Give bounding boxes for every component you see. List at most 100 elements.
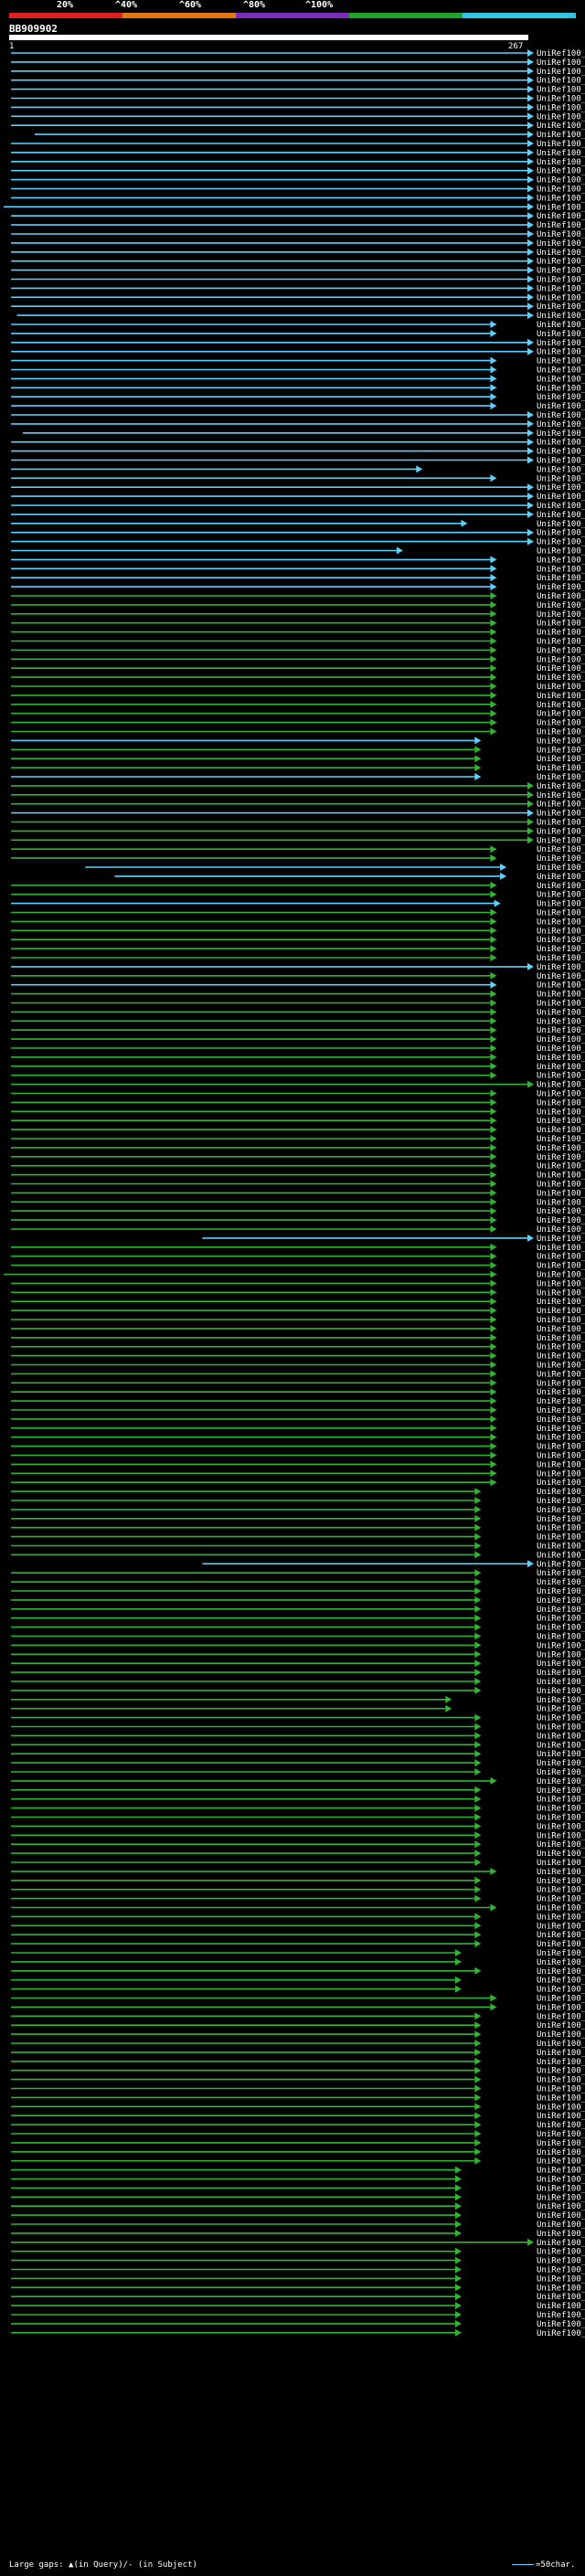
hit-label[interactable]: UniRef100_B7E5F1	[537, 827, 585, 836]
hit-label[interactable]: UniRef100_UP1000...	[537, 1913, 585, 1922]
hit-label[interactable]: UniRef100_UP1000...	[537, 1443, 585, 1452]
hit-label[interactable]: UniRef100_Q2G0D9	[537, 2012, 585, 2021]
hit-label[interactable]: UniRef100_A7QVV7	[537, 1098, 585, 1108]
hit-label[interactable]: UniRef100_C7LE60	[537, 1895, 585, 1904]
hit-label[interactable]: UniRef100_Q9C6P5	[537, 1171, 585, 1181]
hit-label[interactable]: UniRef100_B9IJB4	[537, 927, 585, 936]
hit-label[interactable]: UniRef100_C6TJ46	[537, 710, 585, 719]
hit-label[interactable]: UniRef100_A9AXV4	[537, 2221, 585, 2230]
hit-label[interactable]: UniRef100_B3Q842	[537, 2293, 585, 2302]
hit-label[interactable]: UniRef100_P4Q0A0	[537, 773, 585, 782]
hit-label[interactable]: UniRef100_A4BZP1	[537, 1723, 585, 1733]
hit-label[interactable]: UniRef100_A2WT25	[537, 836, 585, 845]
hit-label[interactable]: UniRef100_Q1YE18	[537, 1379, 585, 1388]
hit-label[interactable]: UniRef100_B9Z0B2	[537, 1759, 585, 1768]
hit-label[interactable]: UniRef100_UP1000...	[537, 1108, 585, 1117]
hit-label[interactable]: UniRef100_A7HD00	[537, 1859, 585, 1868]
hit-label[interactable]: UniRef100_Q5JG27	[537, 411, 585, 420]
hit-label[interactable]: UniRef100_Q2V377	[537, 158, 585, 167]
hit-label[interactable]: UniRef100_UP1000...	[537, 1696, 585, 1705]
hit-label[interactable]: UniRef100_C0Z9B8	[537, 1244, 585, 1253]
hit-label[interactable]: UniRef100_B9RJW4	[537, 1144, 585, 1153]
hit-label[interactable]: UniRef100_Q74RF5	[537, 1732, 585, 1741]
hit-label[interactable]: UniRef100_B9S8C8	[537, 1063, 585, 1072]
hit-label[interactable]: UniRef100_A4RS13	[537, 2184, 585, 2193]
hit-label[interactable]: UniRef100_A6N2H0	[537, 972, 585, 981]
hit-label[interactable]: UniRef100_P46281	[537, 239, 585, 249]
hit-label[interactable]: UniRef100_C6T154	[537, 465, 585, 474]
hit-label[interactable]: UniRef100_Q2RW87	[537, 1515, 585, 1524]
hit-label[interactable]: UniRef100_C4KRQ0	[537, 2320, 585, 2329]
hit-label[interactable]: UniRef100_Q2QXG2	[537, 230, 585, 239]
hit-label[interactable]: UniRef100_Q6L508	[537, 854, 585, 864]
hit-label[interactable]: UniRef100_Q84Y76	[537, 673, 585, 683]
hit-label[interactable]: UniRef100_A6NNY0	[537, 538, 585, 547]
hit-label[interactable]: UniRef100_B4FNL3	[537, 620, 585, 629]
hit-label[interactable]: UniRef100_C6TLR6	[537, 1560, 585, 1569]
hit-label[interactable]: UniRef100_A4DDJ0	[537, 483, 585, 493]
hit-label[interactable]: UniRef100_UP1000...	[537, 1840, 585, 1850]
hit-label[interactable]: UniRef100_C0HJX4	[537, 782, 585, 791]
hit-label[interactable]: UniRef100_A9IPR4	[537, 1650, 585, 1659]
hit-label[interactable]: UniRef100_Q94CE3	[537, 1054, 585, 1063]
hit-label[interactable]: UniRef100_B1VK36	[537, 457, 585, 466]
hit-label[interactable]: UniRef100_Q6FR10	[537, 2211, 585, 2221]
hit-label[interactable]: UniRef100_Q2M2S3	[537, 2239, 585, 2248]
hit-label[interactable]: UniRef100_Q9MCJ4	[537, 991, 585, 1000]
hit-label[interactable]: UniRef100_A4WK14	[537, 2311, 585, 2320]
hit-label[interactable]: UniRef100_A6SN03	[537, 963, 585, 972]
hit-label[interactable]: UniRef100_A9S2F9	[537, 1198, 585, 1207]
hit-label[interactable]: UniRef100_Q43231	[537, 845, 585, 854]
hit-label[interactable]: UniRef100_C6T1M7	[537, 1271, 585, 1280]
hit-label[interactable]: UniRef100_A9PEN0	[537, 493, 585, 502]
hit-label[interactable]: UniRef100_B9QQW4	[537, 1822, 585, 1831]
hit-label[interactable]: UniRef100_C6B067	[537, 1452, 585, 1461]
hit-label[interactable]: UniRef100_B9IJR3	[537, 917, 585, 927]
hit-label[interactable]: UniRef100_Q9SPQ8	[537, 194, 585, 203]
hit-label[interactable]: UniRef100_B9JY33	[537, 1352, 585, 1362]
hit-label[interactable]: UniRef100_B5ZVC7	[537, 1425, 585, 1434]
hit-label[interactable]: UniRef100_Q2G713	[537, 1705, 585, 1714]
hit-label[interactable]: UniRef100_C6TC08	[537, 357, 585, 366]
hit-label[interactable]: UniRef100_Q6U5B6	[537, 2230, 585, 2239]
hit-label[interactable]: UniRef100_B8LNL1	[537, 529, 585, 538]
hit-label[interactable]: UniRef100_B9IJR2	[537, 909, 585, 918]
hit-label[interactable]: UniRef100_Q2KL20	[537, 1940, 585, 1949]
hit-label[interactable]: UniRef100_A1BQF3	[537, 131, 585, 140]
hit-label[interactable]: UniRef100_C0P441	[537, 764, 585, 773]
hit-label[interactable]: UniRef100_B6SYK2	[537, 610, 585, 620]
hit-label[interactable]: UniRef100_C7IXN6	[537, 981, 585, 991]
hit-label[interactable]: UniRef100_A7PCZ9	[537, 574, 585, 583]
hit-label[interactable]: UniRef100_B5LT00	[537, 2076, 585, 2085]
hit-label[interactable]: UniRef100_Q6ND77	[537, 2274, 585, 2284]
hit-label[interactable]: UniRef100_Q20FI3	[537, 1750, 585, 1759]
hit-label[interactable]: UniRef100_C5VOT0	[537, 2257, 585, 2266]
hit-label[interactable]: UniRef100_B4FJ05	[537, 1035, 585, 1044]
hit-label[interactable]: UniRef100_B4F9E2	[537, 629, 585, 638]
hit-label[interactable]: UniRef100_A6LAJ8	[537, 1542, 585, 1552]
hit-label[interactable]: UniRef100_B4FNC5	[537, 1017, 585, 1026]
hit-label[interactable]: UniRef100_Q5NE20	[537, 348, 585, 357]
hit-label[interactable]: UniRef100_A9S127	[537, 1135, 585, 1144]
hit-label[interactable]: UniRef100_UP1000...	[537, 1388, 585, 1397]
hit-label[interactable]: UniRef100_Q8FYW6	[537, 1850, 585, 1859]
hit-label[interactable]: UniRef100_Q8H183	[537, 284, 585, 293]
hit-label[interactable]: UniRef100_B9HEC3	[537, 891, 585, 900]
hit-label[interactable]: UniRef100_P27141	[537, 330, 585, 339]
hit-label[interactable]: UniRef100_A7NUN0	[537, 1117, 585, 1126]
hit-label[interactable]: UniRef100_B6JH84	[537, 1641, 585, 1650]
hit-label[interactable]: UniRef100_Q6YT19	[537, 1279, 585, 1288]
hit-label[interactable]: UniRef100_Q0UKY8	[537, 819, 585, 828]
hit-label[interactable]: UniRef100_B9JEU5	[537, 1370, 585, 1379]
hit-label[interactable]: UniRef100_A6LMP4	[537, 2094, 585, 2103]
hit-label[interactable]: UniRef100_B9SHA0	[537, 339, 585, 348]
hit-label[interactable]: UniRef100_C6TP39	[537, 321, 585, 330]
hit-label[interactable]: UniRef100_P46510	[537, 258, 585, 267]
hit-label[interactable]: UniRef100_B2J702	[537, 2040, 585, 2049]
hit-label[interactable]: UniRef100_O41728	[537, 601, 585, 610]
hit-label[interactable]: UniRef100_P27140	[537, 140, 585, 149]
hit-label[interactable]: UniRef100_C6N5H3	[537, 2112, 585, 2121]
hit-label[interactable]: UniRef100_C6TK71	[537, 1044, 585, 1054]
hit-label[interactable]: UniRef100_A1Z045	[537, 420, 585, 429]
hit-label[interactable]: UniRef100_Q2VLX1	[537, 2067, 585, 2076]
